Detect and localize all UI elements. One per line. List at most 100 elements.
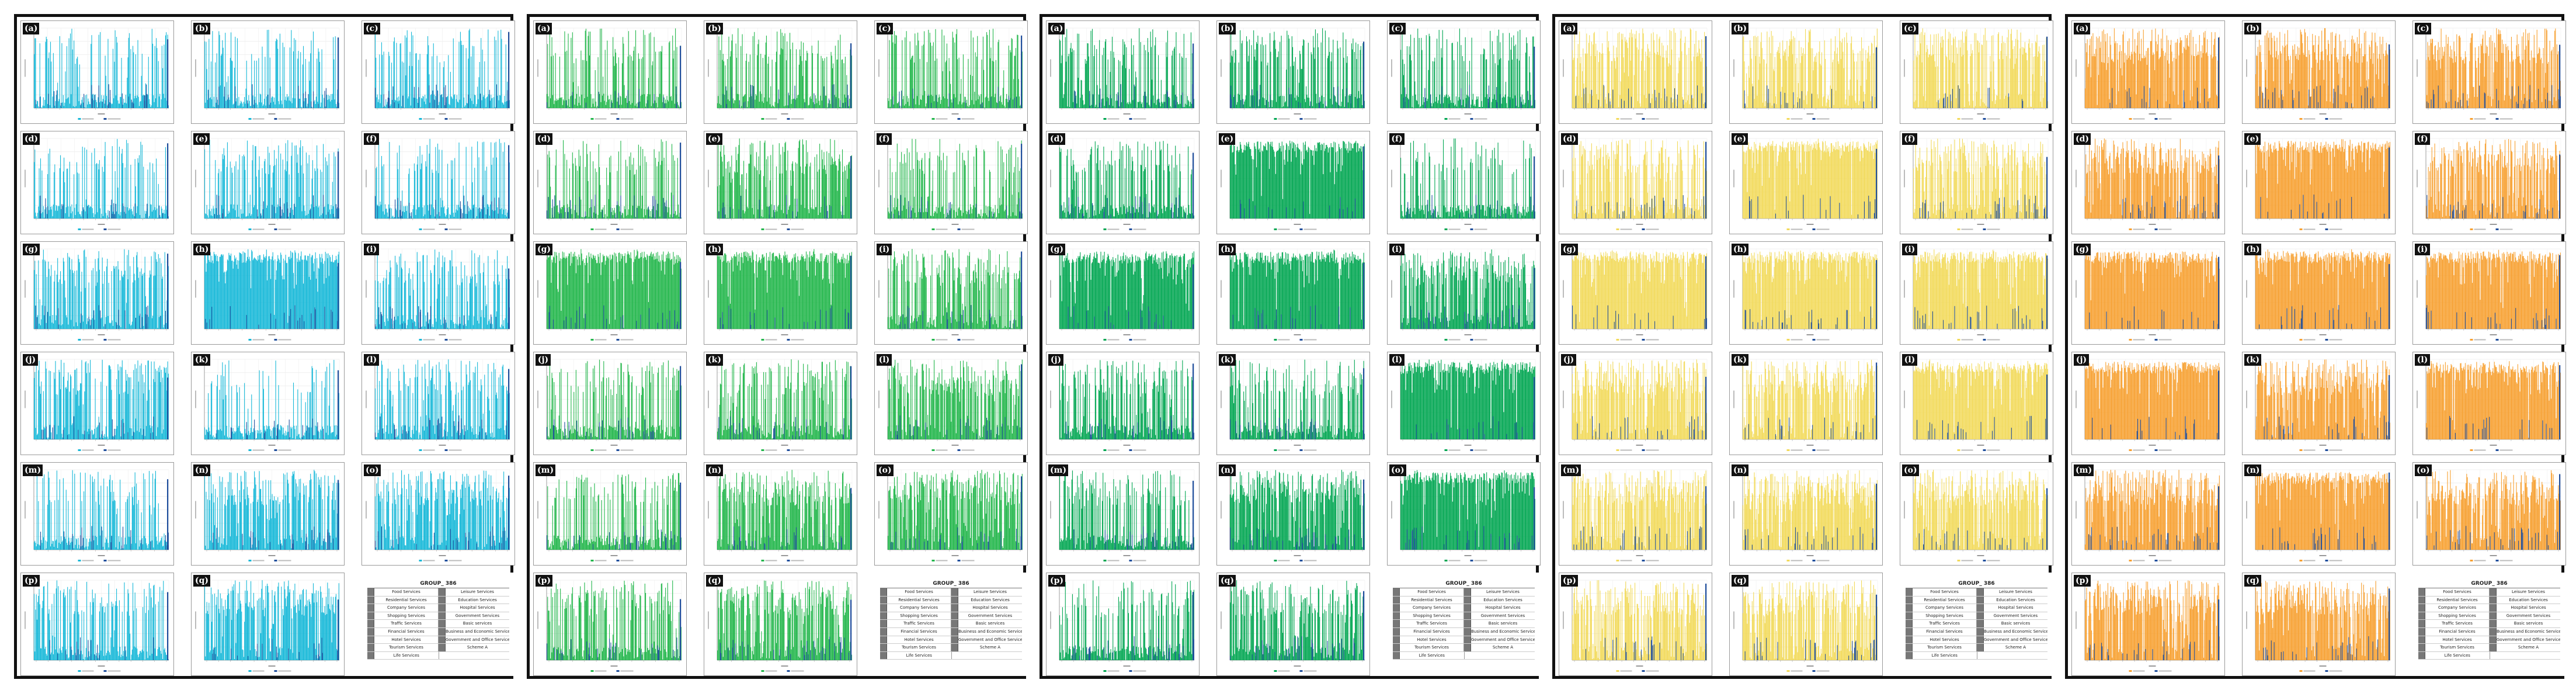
bar [246,505,247,550]
bar [322,426,323,439]
bar [729,167,731,219]
bar [567,105,568,108]
bar [50,546,51,550]
bar [127,279,128,329]
bar [552,217,554,219]
overlay-bar [375,88,376,108]
bar [484,61,485,108]
bar [504,142,505,219]
bar [450,381,451,439]
overlay-bar [437,90,439,108]
bar [269,152,270,219]
bar [324,475,325,550]
bar [397,264,398,329]
bar [484,317,485,329]
bar [412,273,413,329]
bar [161,263,162,329]
overlay-bar [648,206,649,219]
bar [413,425,415,439]
bar [583,60,585,108]
bar [433,544,434,550]
bar [793,99,794,108]
bar [333,262,335,329]
bar [112,480,113,550]
bar [436,171,437,219]
bar [232,495,234,550]
bar [61,283,62,329]
bar [284,474,286,550]
bar [418,476,419,550]
bar [95,94,96,108]
bar [395,437,397,439]
bar [504,96,505,108]
bar [430,95,431,108]
bar [594,206,595,219]
bar [75,215,76,219]
bar [332,604,333,660]
bar [649,216,651,219]
overlay-bar [67,435,68,439]
bar [34,372,36,439]
overlay-bar [318,103,319,108]
bar [304,255,305,329]
overlay-bar [965,100,966,108]
bar [64,280,65,329]
bar [121,654,122,660]
bar [326,549,328,550]
bar [719,151,721,219]
bar [479,255,480,329]
overlay-bar [394,317,395,329]
bar [924,152,926,219]
bar [334,217,335,219]
overlay-bar [80,535,81,550]
bar [742,174,743,219]
overlay-bar [382,428,383,439]
bar [212,260,213,329]
bar [225,100,227,108]
bar [214,593,215,660]
bar [494,143,495,219]
overlay-bar [504,527,505,550]
overlay-bar [308,94,309,108]
bar [138,96,139,108]
bar [409,480,411,550]
bar [748,164,749,219]
bar [64,182,65,219]
bar [303,173,304,219]
bar [205,545,206,550]
bar [138,432,140,439]
bar [386,270,387,329]
bar [258,58,259,108]
bar [1002,149,1003,219]
bar [85,657,86,660]
bar [773,210,774,219]
bar [633,50,634,108]
bar [105,606,106,660]
bar [465,48,467,108]
bar [36,594,37,660]
bar [467,429,468,439]
bar [989,169,990,219]
bar [486,97,487,108]
bar [1003,70,1004,108]
bar [298,434,300,439]
bar [626,95,627,108]
bar [239,253,241,329]
bar [943,152,944,219]
overlay-bar [494,540,495,550]
bar [420,169,421,219]
bar [443,472,444,550]
overlay-bar [90,431,91,439]
bar [844,170,846,219]
bar [165,373,166,439]
bar [131,321,133,329]
bar [205,656,206,660]
bar [86,373,88,439]
bar [249,106,251,108]
bar [69,589,70,660]
bar [430,471,431,550]
bar [268,480,269,550]
bar [739,185,741,219]
bar [276,500,277,550]
bar [51,543,53,550]
